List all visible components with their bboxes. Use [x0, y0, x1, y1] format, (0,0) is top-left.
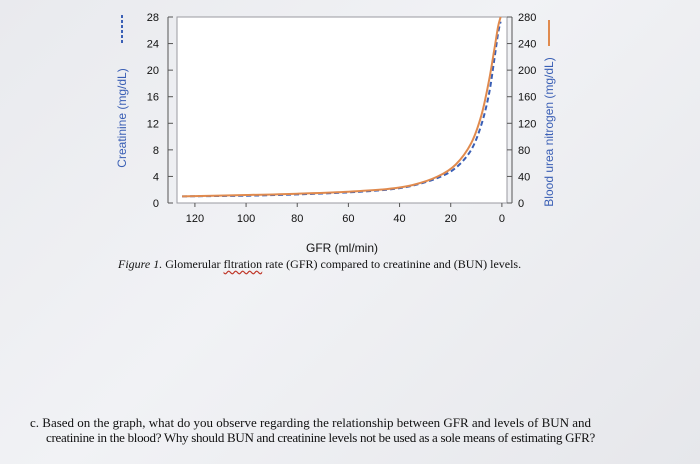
x-axis: 120 100 80 60 40 20 0 — [186, 203, 505, 225]
x-axis-title: GFR (ml/min) — [306, 241, 378, 255]
bun-line — [182, 16, 502, 198]
left-tick-label: 8 — [153, 145, 159, 157]
caption-text-before: Glomerular — [162, 257, 224, 271]
left-tick-label: 12 — [147, 118, 159, 130]
right-tick-label: 120 — [518, 118, 536, 130]
figure-label: Figure 1. — [118, 257, 163, 271]
left-axis-title: Creatinine (mg/dL) — [115, 68, 129, 167]
question-marker: c. — [30, 415, 40, 430]
right-tick-label: 80 — [518, 145, 530, 157]
left-tick-label: 20 — [147, 65, 159, 77]
left-tick-label: 0 — [153, 198, 159, 210]
left-tick-label: 24 — [147, 39, 159, 51]
right-tick-label: 200 — [518, 65, 536, 77]
x-tick-label: 0 — [499, 213, 505, 225]
question-line-1: Based on the graph, what do you observe … — [42, 415, 592, 430]
right-axis-title: Blood urea nitrogen (mg/dL) — [542, 57, 556, 206]
plot-area — [176, 16, 508, 204]
x-tick-label: 20 — [445, 213, 457, 225]
right-tick-label: 160 — [518, 92, 536, 104]
figure-caption: Figure 1. Glomerular fltration rate (GFR… — [118, 257, 521, 272]
right-tick-label: 40 — [518, 171, 530, 183]
right-axis: 0 40 80 120 160 200 240 280 — [507, 12, 536, 210]
left-tick-label: 16 — [147, 92, 159, 104]
right-tick-label: 240 — [518, 39, 536, 51]
right-tick-label: 280 — [518, 12, 536, 24]
x-tick-label: 40 — [393, 213, 405, 225]
x-tick-label: 60 — [342, 213, 354, 225]
x-tick-label: 120 — [186, 213, 204, 225]
caption-text-after: rate (GFR) compared to creatinine and (B… — [262, 257, 522, 271]
right-tick-label: 0 — [518, 198, 524, 210]
question-block: c. Based on the graph, what do you obser… — [30, 415, 690, 445]
left-tick-label: 28 — [147, 12, 159, 24]
series-group — [182, 16, 502, 198]
x-tick-label: 80 — [291, 213, 303, 225]
left-axis: 0 4 8 12 16 20 24 28 — [147, 12, 173, 210]
legend-swatches — [121, 15, 550, 46]
caption-misspelled-word: fltration — [223, 257, 263, 271]
question-line-2: creatinine in the blood? Why should BUN … — [46, 430, 595, 445]
left-tick-label: 4 — [153, 171, 159, 183]
x-tick-label: 100 — [237, 213, 255, 225]
